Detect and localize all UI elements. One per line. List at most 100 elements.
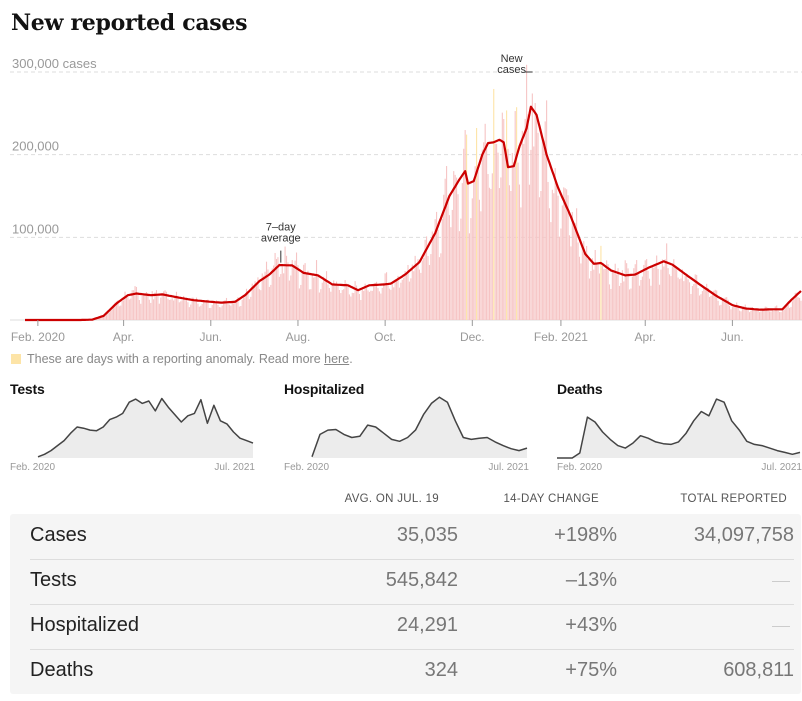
- y-tick-label: 200,000: [12, 139, 59, 154]
- daily-bar: [507, 148, 509, 320]
- daily-bar: [626, 263, 628, 320]
- daily-bar: [345, 283, 348, 320]
- daily-bar: [121, 301, 123, 320]
- daily-bar: [711, 295, 713, 320]
- daily-bar: [396, 279, 398, 320]
- daily-bar: [566, 189, 568, 320]
- seven-day-average-line: [25, 105, 802, 322]
- daily-bar: [721, 299, 723, 320]
- daily-bar: [250, 296, 252, 320]
- daily-bar: [647, 270, 649, 320]
- anomaly-bar: [600, 245, 602, 320]
- daily-bar: [703, 287, 705, 320]
- daily-bar: [251, 283, 253, 320]
- read-more-link[interactable]: here: [324, 352, 350, 366]
- daily-bar: [407, 265, 409, 320]
- daily-bar: [771, 308, 773, 320]
- daily-bar: [611, 270, 613, 320]
- daily-bar: [750, 310, 752, 320]
- daily-bar: [588, 278, 591, 320]
- daily-bar: [290, 275, 292, 320]
- daily-bar: [153, 299, 155, 320]
- daily-bar: [597, 264, 599, 320]
- daily-bar: [193, 297, 195, 320]
- daily-bar: [177, 295, 179, 320]
- daily-bar: [700, 294, 702, 320]
- daily-bar: [404, 270, 406, 320]
- daily-bar: [716, 290, 718, 320]
- daily-bar: [300, 284, 302, 320]
- daily-bar: [486, 148, 488, 320]
- daily-bar: [215, 300, 218, 320]
- row-total-empty: [772, 581, 790, 582]
- daily-bar: [471, 198, 473, 320]
- daily-bar: [668, 274, 671, 320]
- daily-bar: [708, 296, 711, 320]
- daily-bar: [223, 300, 225, 320]
- daily-bar: [163, 291, 165, 320]
- daily-bar: [741, 308, 743, 320]
- daily-bar: [408, 281, 410, 320]
- daily-bar: [284, 246, 286, 320]
- daily-bar: [760, 311, 762, 320]
- daily-bar: [348, 294, 350, 320]
- daily-bar: [547, 181, 549, 320]
- daily-bar: [483, 142, 485, 320]
- daily-bar: [490, 188, 492, 320]
- daily-bar: [743, 306, 745, 320]
- daily-bar: [125, 296, 128, 320]
- daily-bar: [115, 301, 118, 320]
- daily-bar: [240, 306, 242, 320]
- daily-bar: [674, 267, 676, 320]
- daily-bar: [749, 312, 751, 320]
- daily-bar: [138, 300, 140, 320]
- daily-bar: [423, 258, 425, 320]
- daily-bar: [556, 184, 558, 320]
- daily-bar: [436, 211, 438, 320]
- daily-bar: [464, 130, 466, 320]
- daily-bar: [767, 308, 769, 320]
- daily-bar: [203, 302, 205, 320]
- daily-bar: [98, 318, 100, 320]
- daily-bar: [314, 276, 316, 320]
- daily-bar: [583, 241, 585, 320]
- daily-bar: [448, 215, 450, 320]
- daily-bar: [384, 273, 386, 320]
- daily-bar: [401, 279, 403, 320]
- daily-bar: [358, 294, 360, 320]
- daily-bar: [297, 265, 299, 320]
- daily-bar: [496, 143, 498, 320]
- daily-bar: [325, 271, 328, 320]
- daily-bar: [740, 311, 742, 320]
- daily-bar: [353, 293, 355, 320]
- daily-bar: [315, 260, 318, 320]
- sparkline-line: [557, 398, 801, 459]
- daily-bar: [437, 229, 439, 320]
- daily-bar: [378, 291, 380, 320]
- daily-bar: [134, 286, 136, 320]
- tests-start-label: Feb. 2020: [10, 462, 56, 473]
- daily-bar: [387, 285, 389, 320]
- daily-bar: [723, 298, 725, 320]
- daily-bar: [168, 299, 170, 320]
- daily-bar: [596, 264, 598, 320]
- x-tick-label: Feb. 2021: [534, 330, 588, 344]
- daily-bar: [143, 295, 145, 320]
- daily-bar: [291, 260, 293, 320]
- daily-bar: [154, 292, 156, 320]
- daily-bar: [754, 308, 756, 320]
- daily-bar: [295, 252, 298, 320]
- daily-bar: [135, 286, 138, 320]
- daily-bar: [621, 270, 623, 320]
- daily-bar: [370, 290, 372, 320]
- daily-bar: [769, 311, 771, 320]
- daily-bar: [763, 310, 765, 320]
- daily-bar: [245, 288, 248, 320]
- daily-bar: [298, 288, 300, 320]
- daily-bar: [110, 310, 112, 320]
- header-avg: AVG. ON JUL. 19: [344, 493, 439, 505]
- daily-bar: [594, 249, 596, 320]
- daily-bar: [731, 306, 733, 320]
- daily-bar: [646, 259, 648, 320]
- daily-bar: [293, 266, 295, 320]
